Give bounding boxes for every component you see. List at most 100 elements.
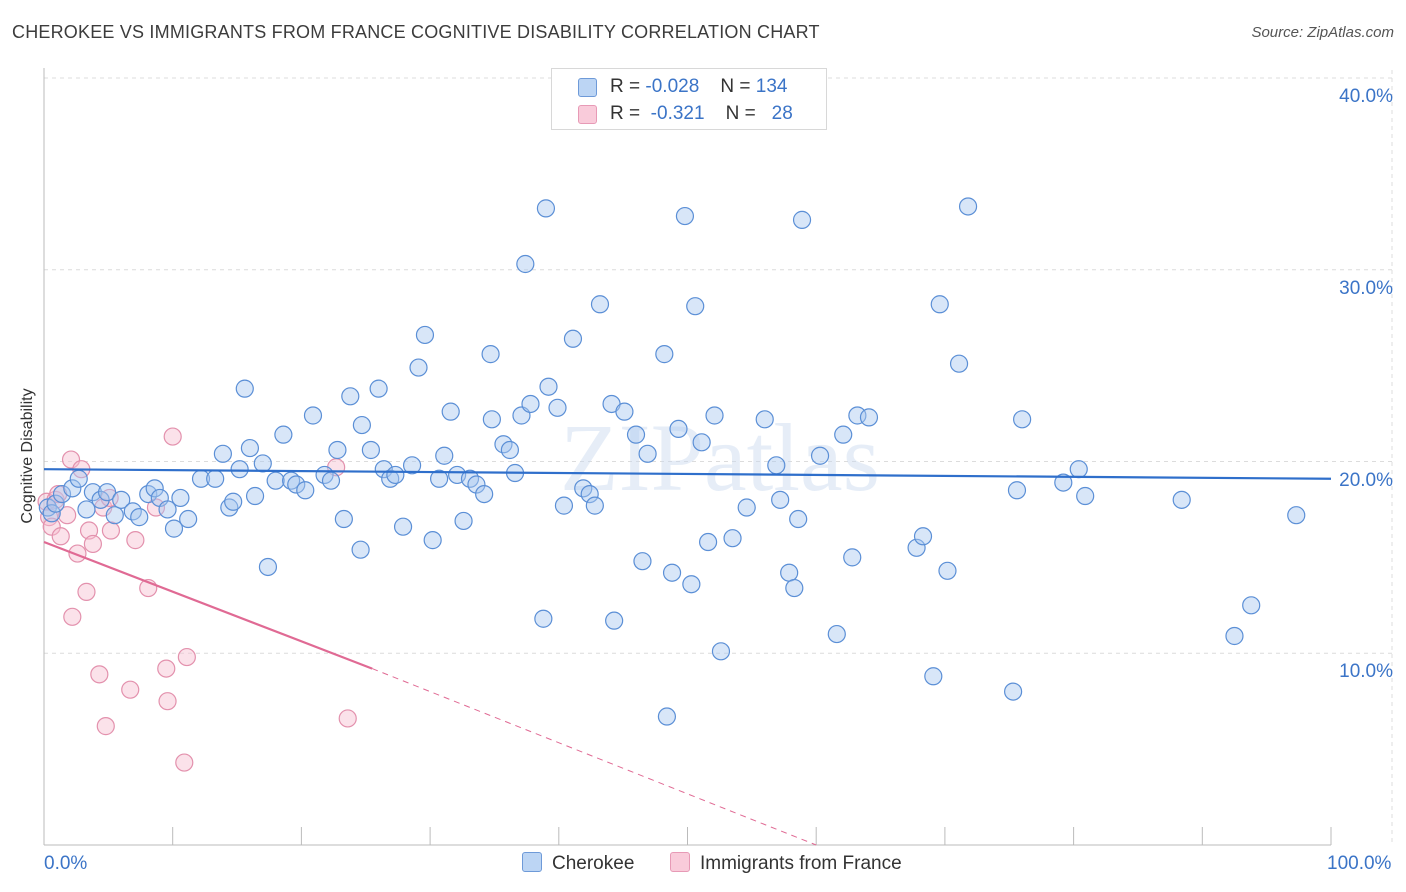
cherokee-point [482, 410, 501, 429]
cherokee-point [657, 707, 677, 726]
cherokee-point [655, 345, 674, 364]
cherokee-point [686, 297, 705, 316]
n-label: N = [725, 103, 756, 124]
n-value: 134 [755, 76, 788, 97]
cherokee-point [859, 408, 879, 427]
cherokee-point [843, 548, 862, 567]
france-point [338, 709, 357, 728]
france-swatch [578, 105, 597, 124]
cherokee-point [810, 446, 830, 465]
cherokee-point [369, 379, 388, 398]
cherokee-point [554, 496, 574, 515]
cherokee-swatch [522, 852, 542, 872]
cherokee-point [130, 508, 149, 527]
cherokee-point [827, 624, 846, 644]
cherokee-point [230, 460, 249, 479]
france-point [90, 665, 109, 684]
cherokee-point [792, 210, 812, 229]
y-tick-label: 40.0% [1339, 86, 1393, 107]
cherokee-point [785, 578, 804, 598]
cherokee-point [633, 552, 652, 571]
france-point [121, 680, 140, 699]
cherokee-point [352, 415, 371, 435]
france-swatch [670, 852, 690, 872]
cherokee-point [105, 506, 124, 525]
cherokee-point [534, 609, 553, 628]
cherokee-point [780, 563, 799, 582]
cherokee-point [334, 509, 353, 529]
cherokee-point [521, 394, 540, 414]
cherokee-point [328, 440, 347, 460]
cherokee-point [351, 540, 370, 559]
cherokee-point [548, 398, 567, 417]
cherokee-point [516, 254, 535, 274]
france-point [163, 427, 182, 446]
bottom-legend-france: Immigrants from France [670, 852, 902, 875]
cherokee-point [1069, 460, 1088, 479]
cherokee-point [402, 456, 422, 475]
cherokee-point [179, 509, 198, 529]
cherokee-point [430, 469, 449, 488]
cherokee-point [755, 410, 774, 429]
cherokee-point [42, 504, 61, 523]
cherokee-point [638, 444, 657, 463]
cherokee-point [475, 484, 494, 504]
cherokee-point [467, 475, 486, 494]
grid-lines [44, 70, 1393, 845]
cherokee-point [848, 406, 867, 425]
cherokee-point [907, 538, 926, 557]
cherokee-point [253, 454, 272, 473]
france-trendline [43, 541, 373, 670]
bottom-legend-cherokee: Cherokee [522, 852, 634, 875]
cherokee-point [723, 529, 742, 548]
cherokee-point [423, 531, 442, 550]
cherokee-point [705, 406, 724, 425]
y-tick-label: 30.0% [1339, 277, 1393, 299]
y-tick-label: 10.0% [1339, 661, 1393, 683]
cherokee-point [481, 345, 500, 364]
cherokee-point [767, 456, 786, 475]
axes [43, 68, 1332, 846]
france-point [146, 498, 166, 517]
n-value: 28 [771, 103, 793, 124]
cherokee-label: Cherokee [552, 853, 635, 874]
r-label: R = [610, 103, 641, 124]
cherokee-point [287, 475, 306, 494]
cherokee-point [303, 406, 323, 425]
cherokee-point [454, 511, 473, 531]
cherokee-point [63, 479, 82, 498]
y-tick-label: 20.0% [1339, 469, 1393, 491]
france-point [101, 521, 121, 540]
cherokee-point [296, 481, 315, 500]
cherokee-point [789, 509, 808, 529]
r-value: -0.321 [650, 103, 705, 124]
cherokee-point [274, 425, 293, 444]
france-point [96, 717, 115, 736]
france-point [83, 534, 103, 554]
source-note: Source: ZipAtlas.com [1251, 24, 1394, 41]
cherokee-point [164, 519, 184, 538]
cherokee-point [171, 488, 190, 508]
cherokee-swatch [578, 78, 597, 97]
cherokee-point [938, 561, 957, 580]
cherokee-point [46, 494, 65, 513]
cherokee-point [77, 500, 96, 519]
cherokee-point [737, 498, 756, 517]
france-point [58, 506, 77, 525]
cherokee-point [213, 444, 232, 463]
cherokee-point [675, 206, 695, 226]
cherokee-point [235, 379, 254, 398]
cherokee-point [441, 402, 460, 421]
cherokee-point [69, 469, 88, 488]
cherokee-point [341, 387, 360, 406]
cherokee-point [662, 563, 682, 582]
trendlines [43, 468, 1332, 846]
cherokee-point [145, 479, 164, 498]
cherokee-point [321, 471, 341, 490]
correlation-legend: R = -0.028 N = 134 R = -0.321 N = 28 [551, 68, 827, 130]
cherokee-point [930, 295, 949, 314]
cherokee-point [435, 446, 454, 465]
cherokee-point [711, 642, 731, 661]
cherokee-point [585, 496, 604, 515]
